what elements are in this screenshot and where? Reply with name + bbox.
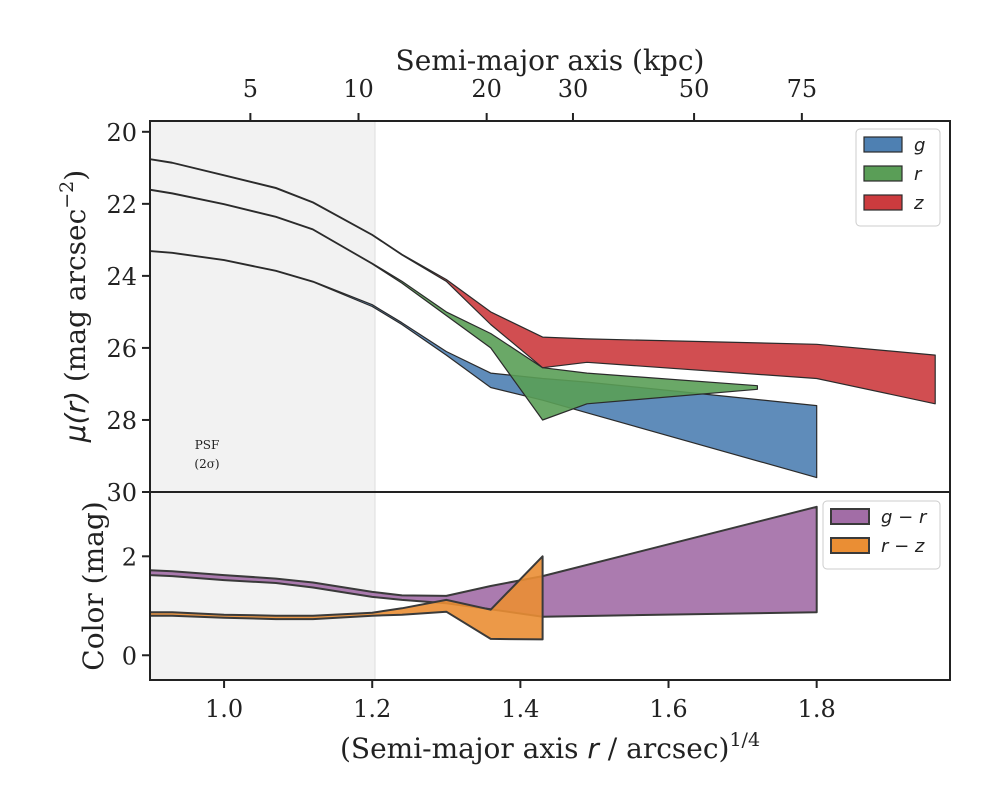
legend-label-r: r [914,164,923,185]
legend-swatch-z [863,194,903,211]
bottom-y-tick-label: 0 [122,642,137,670]
psf-label: PSF [195,438,220,452]
top-tick-label: 50 [679,75,710,103]
band-r-minus-z [150,555,544,641]
x-tick-label: 1.0 [205,695,243,723]
band-z [150,158,936,405]
color-series [150,505,818,641]
band-r [150,188,758,421]
legend-label-g: g [914,135,925,156]
top-y-tick-label: 22 [106,191,137,219]
legend-swatch-r-minus-z [830,537,870,554]
x-axis-title-suffix: / arcsec) [599,732,730,765]
top-axis-title: Semi-major axis (kpc) [396,44,705,77]
top-y-tick-label: 20 [106,119,137,147]
top-tick-label: 10 [343,75,374,103]
top-y-tick-label: 24 [106,263,137,291]
legend-swatch-r [863,165,903,182]
top-y-tick-label: 28 [106,407,137,435]
surface-brightness-series [150,158,936,479]
top-y-axis-title-exponent: −2 [56,181,78,209]
psf-shaded-region [150,121,375,680]
top-tick-label: 30 [558,75,589,103]
bottom-y-tick-label: 2 [122,543,137,571]
x-axis-title: (Semi-major axis r / arcsec)1/4 [340,729,760,765]
top-y-tick-label: 26 [106,335,137,363]
top-y-axis-title-units: (mag arcsec [59,209,92,391]
legend-swatch-g-minus-r [830,508,870,525]
color-legend: g − r r − z [822,500,941,570]
top-tick-label: 20 [471,75,502,103]
axis-ticks: 1.0 1.2 1.4 1.6 1.8 5 10 20 30 50 75 20 22 24 26 28 30 0 2 [106,75,835,723]
band-g-minus-r [150,505,818,618]
bottom-y-axis-title: Color (mag) [77,501,110,670]
surface-brightness-legend: grz [855,128,941,227]
top-y-axis-title-var: μ(r) [59,391,92,443]
x-tick-label: 1.8 [798,695,836,723]
legend-label-z: z [913,193,924,214]
top-y-tick-label: 30 [106,479,137,507]
legend-label-r-minus-z: r − z [881,536,925,557]
x-axis-title-var: r [587,732,600,765]
x-tick-label: 1.2 [353,695,391,723]
x-tick-label: 1.4 [501,695,539,723]
psf-sigma-label: (2σ) [194,457,219,471]
top-y-axis-title: μ(r) (mag arcsec−2) [56,170,92,443]
x-tick-label: 1.6 [649,695,687,723]
top-tick-label: 75 [787,75,818,103]
top-tick-label: 5 [243,75,258,103]
bottom-panel-frame [149,491,951,681]
band-g [150,250,818,479]
legend-swatch-g [863,136,903,153]
legend-label-g-minus-r: g − r [881,507,928,528]
x-axis-title-exponent: 1/4 [729,729,760,751]
top-y-axis-title-close: ) [59,170,92,181]
x-axis-title-prefix: (Semi-major axis [340,732,587,765]
